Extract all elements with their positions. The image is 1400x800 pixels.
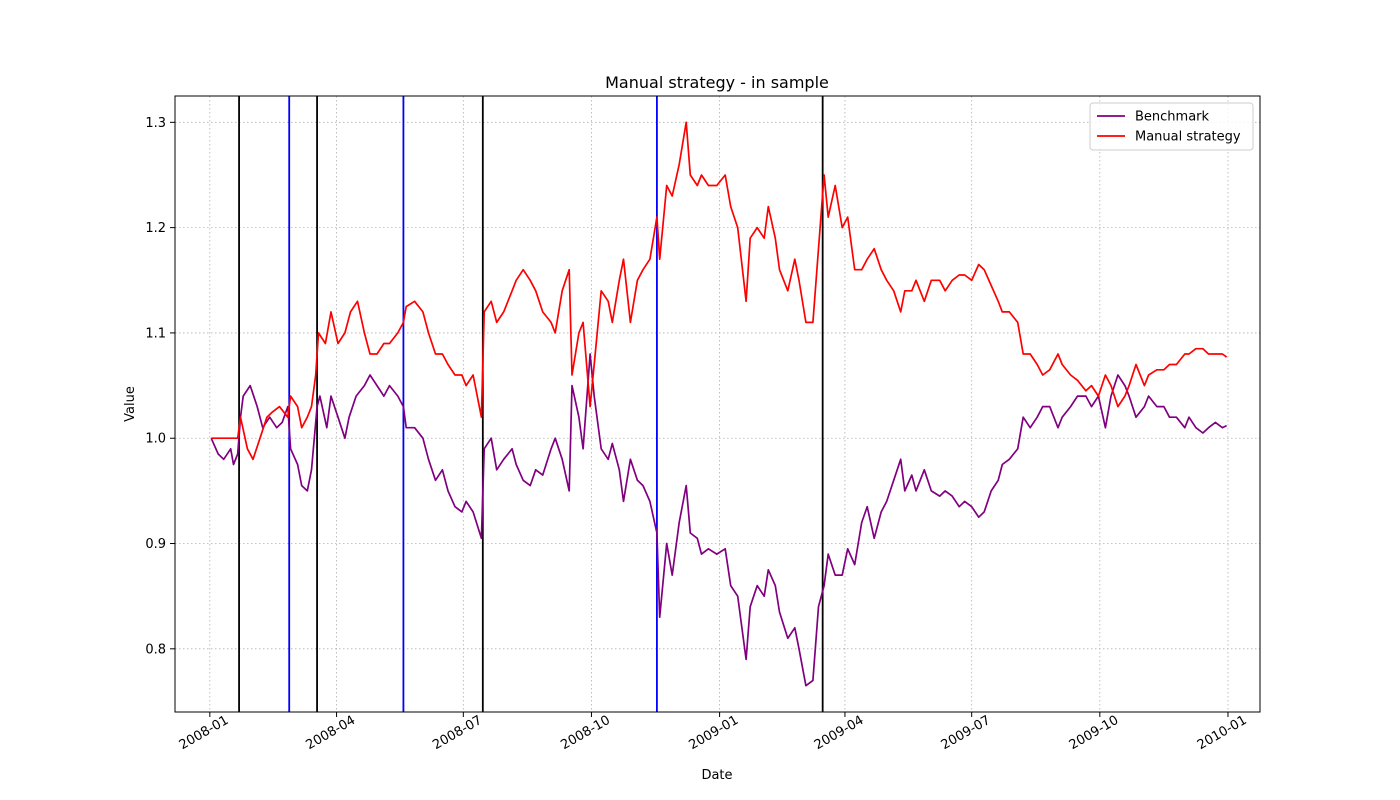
series-line-manual-strategy — [211, 121, 1228, 461]
legend-label: Benchmark — [1135, 110, 1210, 125]
chart-title: Manual strategy - in sample — [605, 73, 829, 92]
x-axis-label: Date — [701, 768, 732, 783]
plot-frame — [174, 95, 1261, 713]
y-tick-label: 0.8 — [145, 642, 166, 657]
y-tick-label: 1.1 — [145, 326, 166, 341]
y-tick-label: 1.0 — [145, 432, 166, 447]
y-tick-label: 0.9 — [145, 537, 166, 552]
y-axis: 0.8 0.9 1.0 1.1 1.2 1.3 — [145, 116, 175, 657]
legend-label: Manual strategy — [1135, 130, 1241, 145]
legend: Benchmark Manual strategy — [1089, 102, 1254, 151]
y-tick-label: 1.2 — [145, 221, 166, 236]
legend-box — [1089, 102, 1254, 151]
series-layer — [210, 121, 1228, 687]
y-axis-label: Value — [123, 386, 138, 422]
grid-layer — [175, 96, 1260, 712]
y-tick-label: 1.3 — [145, 116, 166, 131]
series-line-benchmark — [210, 353, 1227, 687]
